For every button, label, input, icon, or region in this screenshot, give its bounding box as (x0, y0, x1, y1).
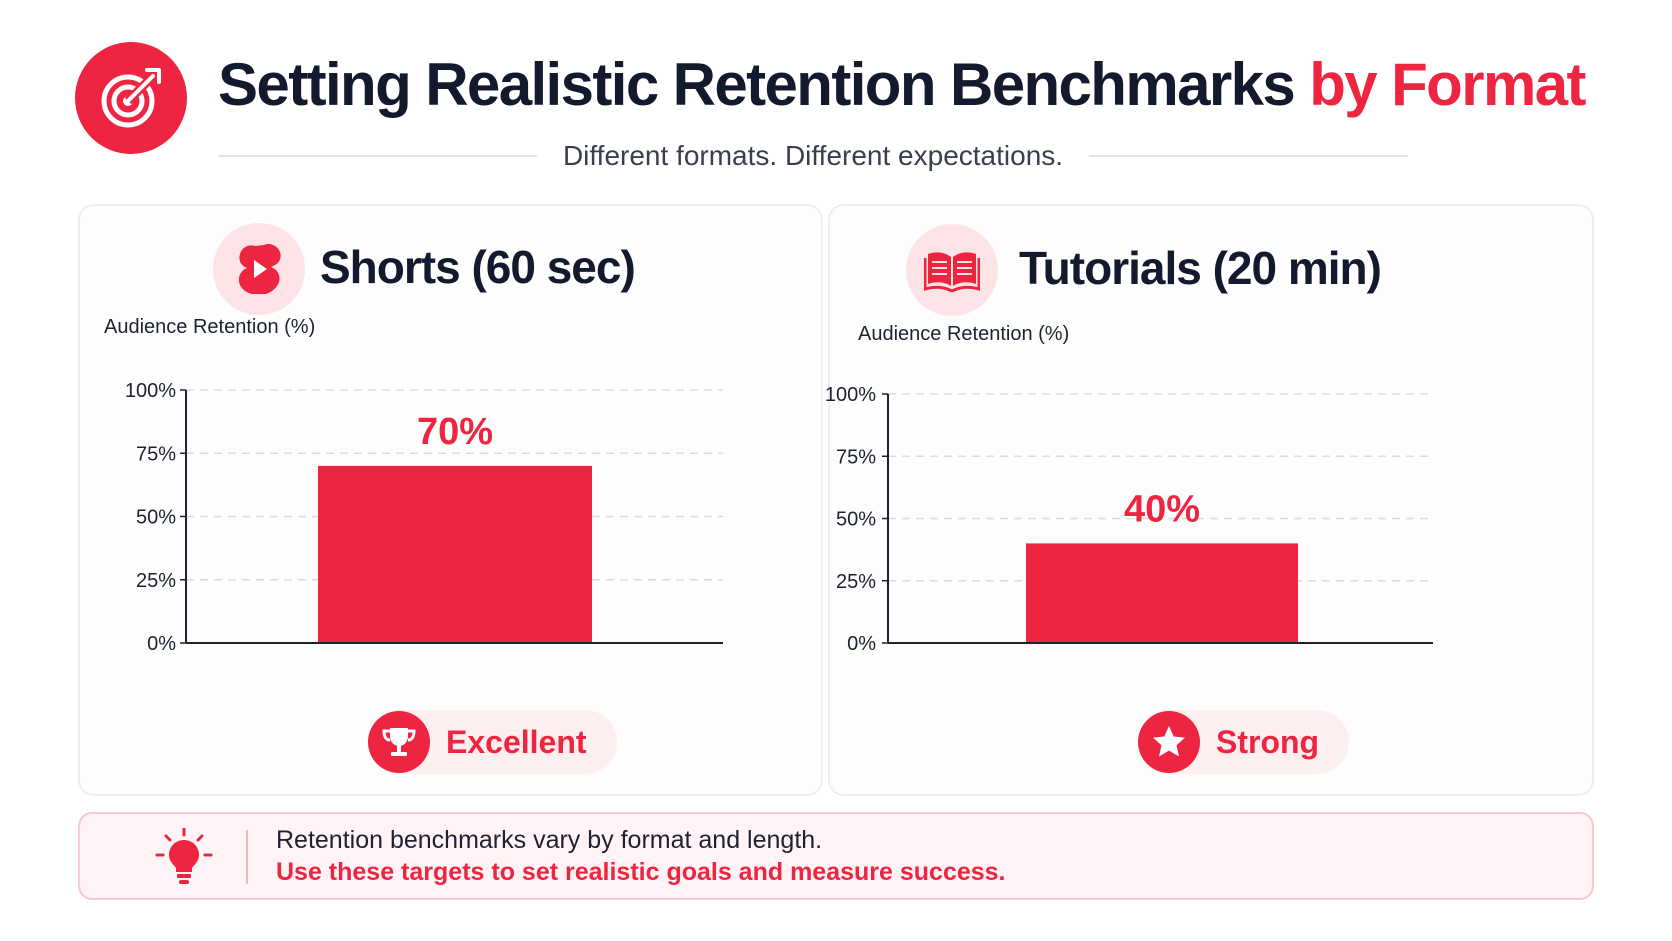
target-arrow-icon (75, 42, 187, 154)
title-accent: by Format (1309, 51, 1586, 118)
footer-divider (246, 830, 248, 884)
panel-title: Shorts (60 sec) (320, 241, 636, 293)
y-tick-label: 50% (136, 507, 176, 529)
rating-label: Strong (1216, 723, 1320, 760)
lightbulb-icon (155, 828, 213, 884)
y-tick-label: 50% (836, 509, 876, 531)
subtitle-row: Different formats. Different expectation… (218, 136, 1408, 176)
page-title: Setting Realistic Retention Benchmarks b… (218, 50, 1586, 119)
rating-strong: Strong (1138, 710, 1350, 774)
bar-value-label: 40% (1124, 488, 1200, 530)
y-axis-label: Audience Retention (%) (104, 316, 316, 338)
tutorials-retention-chart: 0% 25% 50% 75% 100% 40% (825, 384, 1433, 655)
y-tick-label: 25% (136, 570, 176, 592)
y-tick-label: 0% (847, 633, 876, 655)
y-tick-label: 100% (125, 380, 176, 402)
title-main: Setting Realistic Retention Benchmarks (218, 51, 1296, 118)
y-tick-label: 100% (825, 384, 876, 406)
shorts-panel: Shorts (60 sec) Audience Retention (%) 0… (78, 204, 823, 796)
bar (318, 465, 592, 643)
tutorials-panel: Tutorials (20 min) Audience Retention (%… (825, 204, 1594, 796)
subtitle-divider-left (218, 155, 537, 157)
star-icon (1138, 711, 1200, 773)
y-tick-label: 25% (836, 571, 876, 593)
y-axis-label: Audience Retention (%) (858, 323, 1070, 345)
subtitle: Different formats. Different expectation… (562, 140, 1064, 171)
shorts-retention-chart: 0% 25% 50% 75% 100% 70% (125, 380, 723, 655)
footer-line-2: Use these targets to set realistic goals… (276, 858, 1006, 886)
rating-label: Excellent (446, 723, 587, 760)
rating-excellent: Excellent (368, 710, 617, 774)
footer-line-1: Retention benchmarks vary by format and … (276, 826, 823, 854)
subtitle-divider-right (1089, 155, 1408, 157)
y-tick-label: 75% (136, 443, 176, 465)
panel-title: Tutorials (20 min) (1019, 242, 1382, 294)
shorts-play-icon (213, 223, 305, 315)
open-book-icon (906, 224, 998, 316)
y-tick-label: 0% (147, 633, 176, 655)
footer-note: Retention benchmarks vary by format and … (78, 812, 1594, 900)
bar (1026, 543, 1298, 643)
trophy-icon (368, 711, 430, 773)
y-tick-label: 75% (836, 446, 876, 468)
bar-value-label: 70% (417, 411, 493, 453)
